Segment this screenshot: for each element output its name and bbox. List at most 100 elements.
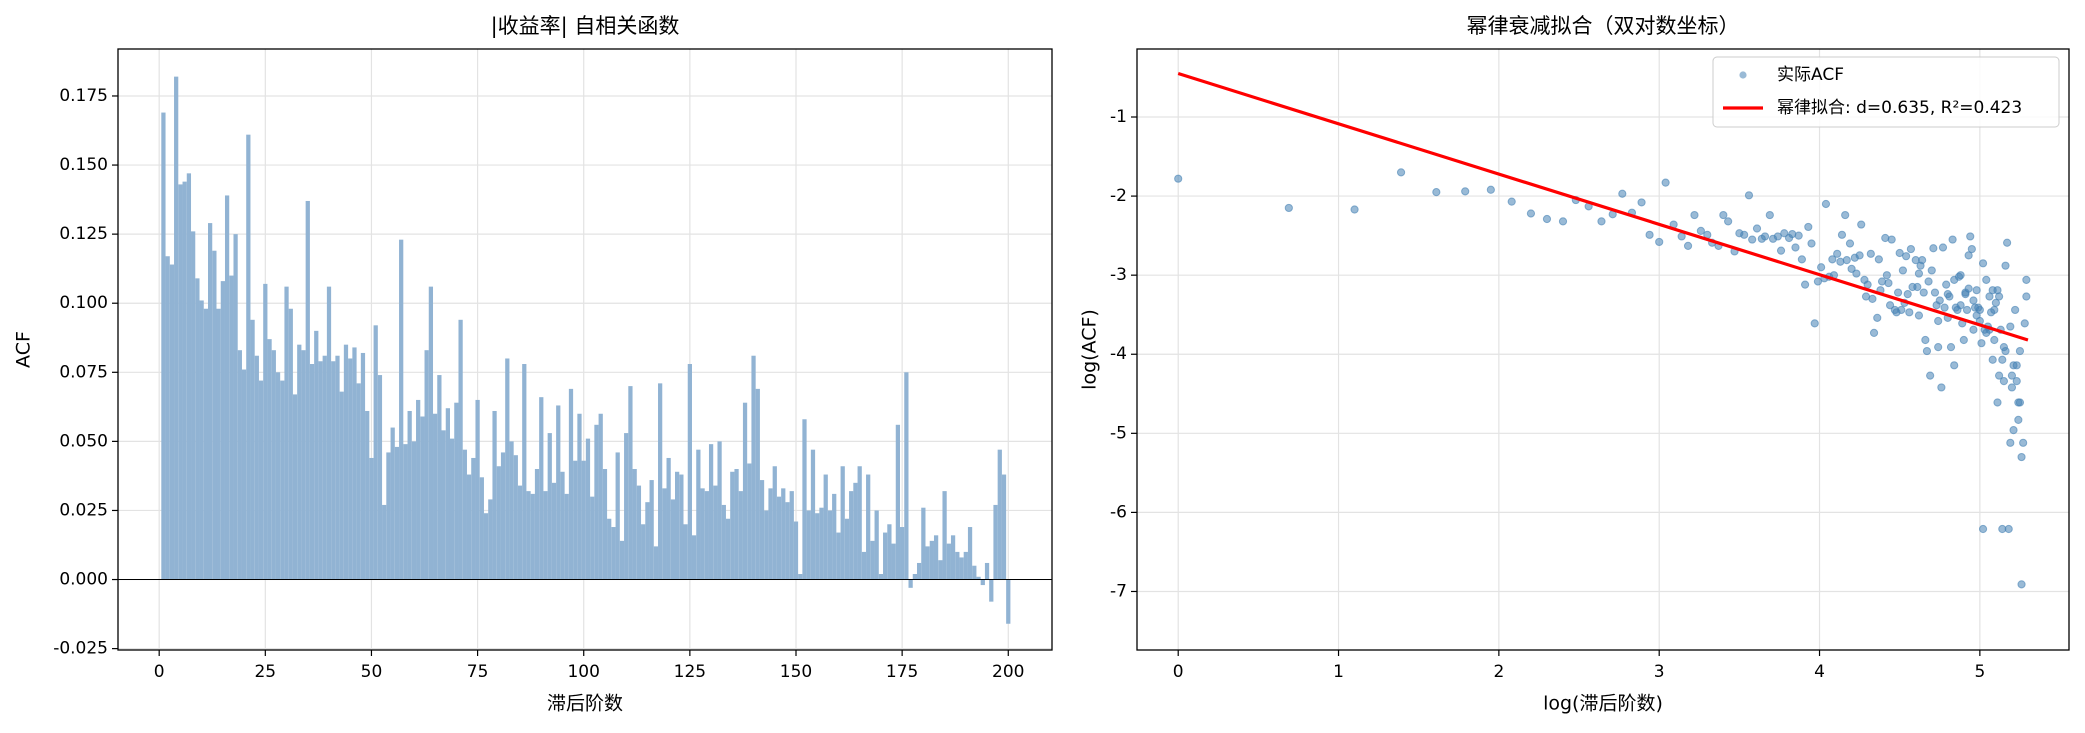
scatter-point <box>1956 271 1965 280</box>
bar <box>1001 474 1007 580</box>
bar <box>887 524 892 580</box>
axes-frame <box>117 48 1053 651</box>
scatter-point <box>1852 269 1861 278</box>
bar <box>288 308 293 580</box>
bar <box>997 449 1002 580</box>
bar <box>411 441 417 580</box>
bar <box>730 471 735 580</box>
scatter-point <box>1895 248 1904 258</box>
bar <box>560 471 565 580</box>
scatter-point <box>1990 335 1999 345</box>
x-tick-label: 175 <box>886 662 918 682</box>
bar <box>322 355 327 580</box>
legend-label: 幂律拟合: d=0.635, R²=0.423 <box>1777 98 2022 118</box>
bar <box>950 535 956 580</box>
scatter-point <box>1906 244 1916 254</box>
bar <box>984 562 990 580</box>
scatter-point <box>2006 322 2015 331</box>
bar <box>386 452 391 580</box>
bar <box>220 281 225 580</box>
bar <box>178 184 183 580</box>
scatter-point <box>1918 256 1927 265</box>
scatter-point <box>1847 264 1856 273</box>
bar <box>280 380 285 580</box>
scatter-point <box>1948 235 1957 244</box>
bar <box>314 330 319 580</box>
bar <box>509 441 514 580</box>
bar <box>980 579 985 586</box>
bar <box>479 477 484 580</box>
bar <box>356 383 361 580</box>
bar <box>445 408 450 580</box>
bar <box>789 491 794 580</box>
scatter-point <box>1940 303 1949 312</box>
scatter-point <box>1994 292 2004 301</box>
x-tick-label: 0 <box>1173 662 1184 682</box>
scatter-point <box>1935 296 1944 305</box>
bar <box>866 474 871 580</box>
scatter-point <box>1776 246 1786 255</box>
bar <box>449 438 455 580</box>
scatter-point <box>1937 383 1946 392</box>
bar <box>704 491 709 580</box>
bar <box>721 504 726 580</box>
scatter-point <box>1934 343 1943 352</box>
bar <box>776 496 782 580</box>
bar <box>891 543 896 580</box>
bar <box>331 361 336 580</box>
scatter-point <box>1486 185 1495 194</box>
scatter-point <box>1813 277 1823 286</box>
scatter-point <box>1930 288 1940 297</box>
bar <box>759 480 765 580</box>
scatter-point <box>1969 325 1978 334</box>
x-tick-label: 4 <box>1814 662 1825 682</box>
scatter-point <box>1938 243 1948 252</box>
scatter-point <box>1945 292 1954 301</box>
bar <box>203 308 209 580</box>
bar <box>335 355 340 580</box>
bar <box>462 449 467 580</box>
scatter-point <box>1773 232 1782 241</box>
bar <box>598 413 603 580</box>
bar <box>534 469 540 580</box>
bar <box>208 223 213 580</box>
bar <box>297 344 302 580</box>
bar <box>441 430 446 580</box>
legend-label: 实际ACF <box>1777 65 1844 85</box>
scatter-point <box>1922 346 1932 356</box>
scatter-point <box>1994 371 2004 380</box>
bar <box>369 457 374 580</box>
bar <box>543 491 548 580</box>
bar <box>407 410 412 580</box>
bar <box>348 358 353 580</box>
scatter-point <box>1837 230 1847 239</box>
scatter-point <box>1924 277 1933 286</box>
scatter-point <box>1765 210 1774 220</box>
scatter-point <box>1661 178 1670 187</box>
scatter-point <box>1868 294 1877 303</box>
bar <box>772 466 777 580</box>
bar <box>823 474 828 580</box>
bar <box>365 410 370 580</box>
scatter-point <box>2020 319 2029 328</box>
scatter-point <box>1866 249 1875 258</box>
x-tick-label: 150 <box>780 662 812 682</box>
scatter-point <box>1810 319 1819 328</box>
bar <box>883 532 888 580</box>
x-axis-label: 滞后阶数 <box>547 693 623 715</box>
bar <box>594 424 599 580</box>
y-tick-label: -5 <box>1110 423 1127 443</box>
y-tick-label: 0.175 <box>59 86 108 106</box>
bar <box>271 350 276 580</box>
bar <box>526 491 531 580</box>
bar <box>946 543 951 580</box>
y-tick-label: -1 <box>1110 107 1127 127</box>
scatter-point <box>1655 237 1664 247</box>
scatter-point <box>1841 210 1850 220</box>
y-tick-label: 0.125 <box>59 224 108 244</box>
bar <box>254 355 259 580</box>
bar <box>216 308 221 580</box>
x-axis-label: log(滞后阶数) <box>1543 693 1663 715</box>
scatter-point <box>1978 524 1988 534</box>
